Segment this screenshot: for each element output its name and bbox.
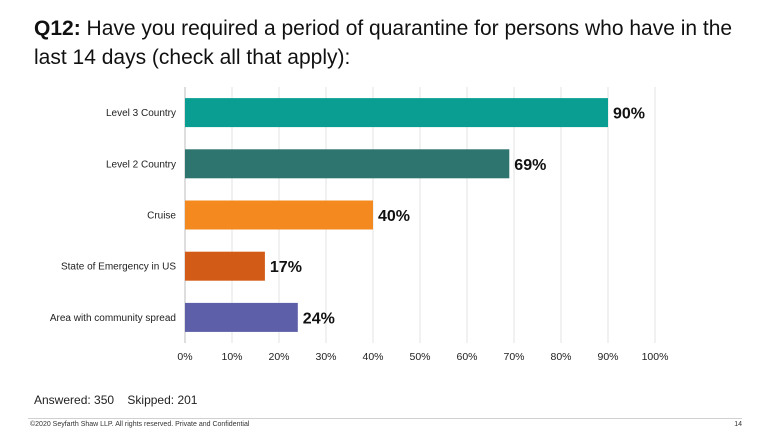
bar	[185, 200, 373, 230]
bar	[185, 302, 298, 332]
skipped-count: Skipped: 201	[127, 393, 198, 407]
x-tick-label: 0%	[177, 351, 192, 363]
data-label: 17%	[270, 259, 302, 276]
x-tick-label: 40%	[362, 351, 383, 363]
page-number: 14	[734, 421, 742, 428]
x-tick-label: 60%	[456, 351, 477, 363]
x-tick-label: 30%	[315, 351, 336, 363]
x-tick-label: 80%	[550, 351, 571, 363]
bar	[185, 98, 608, 128]
category-label: Level 3 Country	[106, 108, 176, 119]
answered-count: Answered: 350	[34, 393, 115, 407]
question-text: Have you required a period of quarantine…	[34, 17, 733, 69]
data-label: 90%	[613, 106, 645, 123]
x-tick-label: 20%	[268, 351, 289, 363]
question-title: Q12: Have you required a period of quara…	[34, 14, 734, 72]
x-tick-label: 70%	[503, 351, 524, 363]
category-label: Level 2 Country	[106, 159, 176, 170]
x-tick-label: 50%	[409, 351, 430, 363]
copyright-notice: ©2020 Seyfarth Shaw LLP. All rights rese…	[30, 421, 250, 428]
footer-divider	[28, 418, 742, 419]
data-label: 40%	[378, 208, 410, 225]
bar	[185, 251, 265, 281]
category-label: Area with community spread	[50, 313, 176, 324]
response-stats: Answered: 350 Skipped: 201	[34, 393, 197, 407]
data-label: 24%	[303, 310, 335, 327]
category-label: State of Emergency in US	[61, 262, 176, 273]
data-label: 69%	[514, 157, 546, 174]
x-tick-label: 90%	[597, 351, 618, 363]
category-label: Cruise	[147, 211, 176, 222]
question-number: Q12:	[34, 17, 81, 40]
x-tick-label: 10%	[221, 351, 242, 363]
bar	[185, 149, 510, 179]
x-tick-label: 100%	[642, 351, 669, 363]
